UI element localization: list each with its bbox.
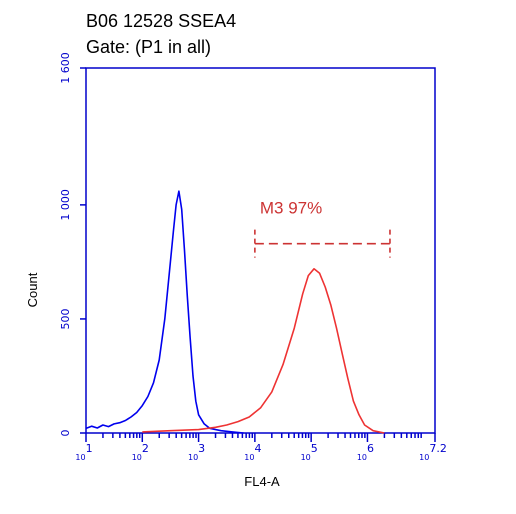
x-axis: 101 102 103 104 105 106 107.2 xyxy=(75,433,447,462)
x-tick-label-1: 102 xyxy=(132,442,149,462)
series-line-1 xyxy=(142,268,385,434)
marker-label: M3 97% xyxy=(260,199,322,218)
series-layer xyxy=(85,190,385,434)
x-tick-label-3: 104 xyxy=(244,442,261,462)
series-line-0 xyxy=(85,190,244,434)
y-axis: 0 500 1 000 1 600 xyxy=(59,52,86,437)
gate-marker: M3 97% xyxy=(254,199,391,258)
y-tick-label-2: 1 000 xyxy=(59,189,72,221)
y-axis-label: Count xyxy=(25,272,40,307)
x-axis-label: FL4-A xyxy=(244,474,280,489)
x-tick-label-2: 103 xyxy=(188,442,205,462)
x-tick-label-5: 106 xyxy=(357,442,374,462)
chart-subtitle: Gate: (P1 in all) xyxy=(86,37,211,57)
y-tick-label-1: 500 xyxy=(59,308,72,329)
x-tick-label-4: 105 xyxy=(301,442,318,462)
y-tick-label-0: 0 xyxy=(59,430,72,437)
plot-frame xyxy=(85,67,436,434)
x-tick-label-0: 101 xyxy=(75,442,92,462)
chart-title: B06 12528 SSEA4 xyxy=(86,11,236,31)
y-tick-label-3: 1 600 xyxy=(59,52,72,84)
x-tick-label-6: 107.2 xyxy=(419,442,447,462)
